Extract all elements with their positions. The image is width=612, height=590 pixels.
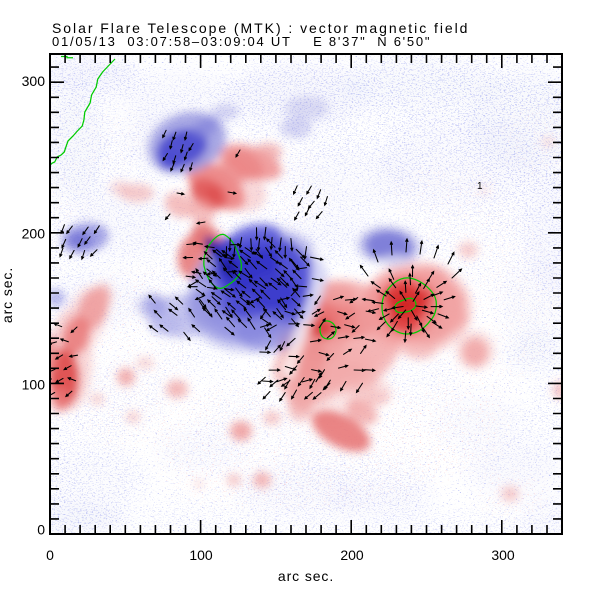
svg-text:200: 200 xyxy=(340,547,364,563)
svg-text:0: 0 xyxy=(46,547,54,563)
svg-text:Solar Flare Telescope (MTK) :: Solar Flare Telescope (MTK) : vector mag… xyxy=(52,20,469,36)
svg-text:100: 100 xyxy=(22,377,46,393)
svg-text:300: 300 xyxy=(491,547,515,563)
svg-text:300: 300 xyxy=(22,73,46,89)
svg-text:01/05/13 03:07:58–03:09:04 UT: 01/05/13 03:07:58–03:09:04 UT E 8'37" N … xyxy=(52,34,431,49)
svg-text:arc sec.: arc sec. xyxy=(0,267,15,323)
svg-text:0: 0 xyxy=(37,522,45,538)
svg-text:100: 100 xyxy=(189,547,213,563)
svg-text:arc sec.: arc sec. xyxy=(278,568,334,584)
svg-text:1: 1 xyxy=(477,181,483,192)
svg-text:200: 200 xyxy=(22,226,46,242)
